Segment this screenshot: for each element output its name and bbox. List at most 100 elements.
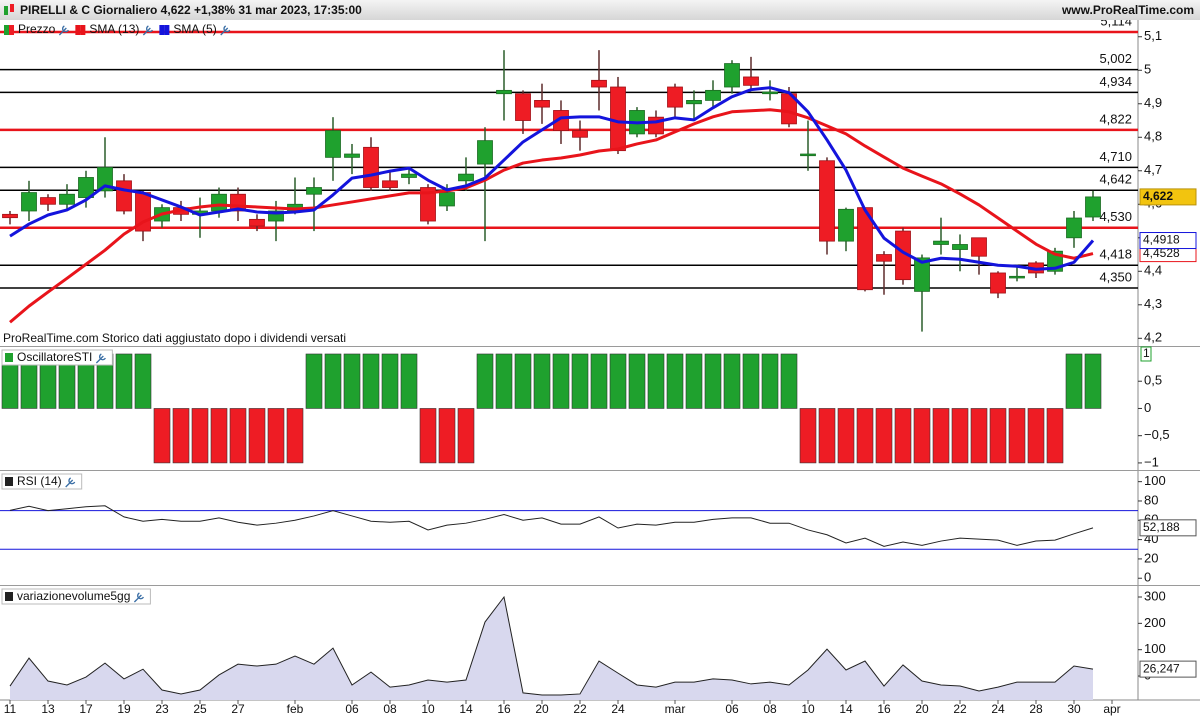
settings-icon[interactable] <box>95 353 106 364</box>
last-value-label: 1 <box>1143 346 1150 360</box>
y-tick-label: 4,2 <box>1144 330 1162 345</box>
candle-body <box>420 187 436 222</box>
note: ProRealTime.com Storico dati aggiustato … <box>3 331 346 345</box>
bar <box>647 353 665 409</box>
x-tick-label: 24 <box>991 702 1005 716</box>
y-tick-label: 0 <box>1144 570 1151 585</box>
last-value-label: 4,4918 <box>1143 233 1180 247</box>
bar <box>723 353 741 409</box>
bar <box>134 353 152 409</box>
bar <box>818 408 836 464</box>
x-tick-label: 24 <box>611 702 625 716</box>
volume-area <box>10 597 1093 700</box>
settings-icon[interactable] <box>65 477 76 488</box>
y-tick-label: 20 <box>1144 550 1158 565</box>
y-tick-label: 80 <box>1144 492 1158 507</box>
panel-title: OscillatoreSTI <box>17 350 92 364</box>
legend-label: SMA (13) <box>89 22 139 36</box>
panel-title-icon <box>5 592 13 601</box>
panel-title-icon <box>5 353 13 362</box>
candle-body <box>477 140 493 165</box>
panel-title: RSI (14) <box>17 474 62 488</box>
x-tick-label: 16 <box>877 702 891 716</box>
bar <box>210 408 228 464</box>
candle-body <box>610 86 626 152</box>
bar <box>552 353 570 409</box>
header-bar <box>0 0 1200 20</box>
x-tick-label: 16 <box>497 702 511 716</box>
bar <box>799 408 817 464</box>
y-tick-label: 0 <box>1144 400 1151 415</box>
y-tick-label: 4,9 <box>1144 95 1162 110</box>
x-tick-label: 20 <box>535 702 549 716</box>
y-tick-label: 200 <box>1144 615 1166 630</box>
level-label: 5,002 <box>1099 51 1132 66</box>
last-value-box <box>1139 188 1197 206</box>
candle-body <box>97 167 113 192</box>
legend-label: Prezzo <box>18 22 56 36</box>
settings-icon[interactable] <box>220 25 231 36</box>
x-tick-label: apr <box>1103 702 1120 716</box>
app-icon <box>4 4 14 15</box>
x-tick-label: 20 <box>915 702 929 716</box>
panel-plot: 5,114 5,002 4,934 4,822 4,710 4,642 4,530 4,418… <box>0 20 1138 332</box>
level-label: 4,350 <box>1099 269 1132 284</box>
bar <box>989 408 1007 464</box>
x-tick-label: 17 <box>79 702 93 716</box>
bar <box>1084 353 1102 409</box>
y-tick-label: 100 <box>1144 473 1166 488</box>
bar <box>533 353 551 409</box>
candle-body <box>914 257 930 292</box>
candle-body <box>876 254 892 262</box>
bar <box>115 353 133 409</box>
candle-body <box>59 193 75 205</box>
header-site: www.ProRealTime.com <box>1061 3 1194 17</box>
x-tick-label: 30 <box>1067 702 1081 716</box>
bar <box>457 408 475 464</box>
bar <box>305 353 323 409</box>
bar <box>381 353 399 409</box>
last-value-box <box>1140 346 1152 362</box>
bar <box>628 353 646 409</box>
bar <box>324 353 342 409</box>
candle-body <box>952 244 968 250</box>
bar <box>153 408 171 464</box>
bar <box>267 408 285 464</box>
x-tick-label: feb <box>287 702 304 716</box>
bar <box>932 408 950 464</box>
y-tick-label: −1 <box>1144 454 1159 469</box>
last-value-box <box>1139 660 1197 678</box>
x-tick-label: 28 <box>1029 702 1043 716</box>
level-label: 4,822 <box>1099 111 1132 126</box>
bar <box>172 408 190 464</box>
legend-label: SMA (5) <box>173 22 216 36</box>
candle-body <box>534 100 550 108</box>
bar <box>419 408 437 464</box>
candle-body <box>382 180 398 188</box>
candle-body <box>1009 275 1025 279</box>
candle-body <box>496 89 512 95</box>
level-label: 4,710 <box>1099 149 1132 164</box>
candle-body <box>40 197 56 205</box>
candle-body <box>249 218 265 227</box>
panel-title-box <box>1 349 113 366</box>
bar <box>837 408 855 464</box>
settings-icon[interactable] <box>142 25 153 36</box>
x-tick-label: 08 <box>763 702 777 716</box>
level-label: 4,934 <box>1099 74 1132 89</box>
y-tick-label: 4,4 <box>1144 263 1162 278</box>
settings-icon[interactable] <box>58 25 69 36</box>
settings-icon[interactable] <box>133 592 144 603</box>
bar <box>191 408 209 464</box>
y-tick-label: 4,7 <box>1144 162 1162 177</box>
last-value-box <box>1139 519 1197 537</box>
candle-body <box>762 91 778 95</box>
bar <box>1008 408 1026 464</box>
last-value-label: 26,247 <box>1143 661 1180 675</box>
bar <box>514 353 532 409</box>
x-tick-label: 19 <box>117 702 131 716</box>
panel-plot <box>1 353 1102 464</box>
x-tick-label: 10 <box>421 702 435 716</box>
panel-title-icon <box>5 477 13 486</box>
candle-body <box>553 110 569 131</box>
